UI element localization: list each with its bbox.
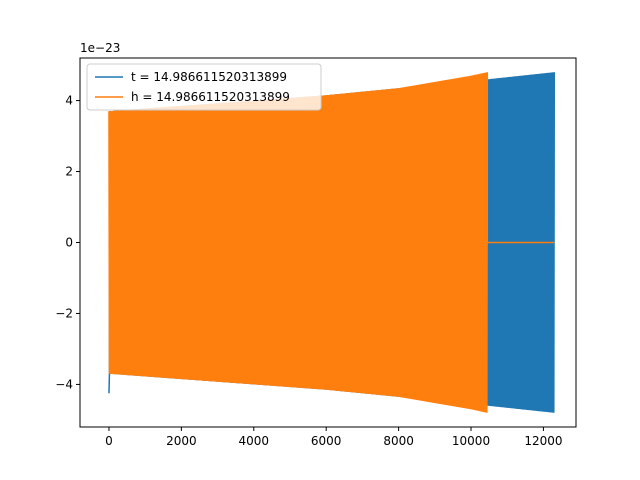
x-tick-label: 8000 (383, 434, 414, 448)
legend-box (86, 63, 322, 111)
legend-label: t = 14.986611520313899 (131, 70, 287, 84)
y-tick-label: −2 (55, 306, 73, 320)
x-tick-label: 6000 (311, 434, 342, 448)
y-tick-label: 0 (65, 236, 73, 250)
x-tick-label: 0 (105, 434, 113, 448)
y-offset-label: 1e−23 (80, 41, 120, 55)
series-line-h (108, 72, 555, 413)
x-axis-ticks: 0 2000 4000 6000 8000 10000 12000 (105, 427, 563, 448)
x-tick-label: 12000 (524, 434, 562, 448)
y-axis-ticks: −4 −2 0 2 4 (55, 94, 80, 391)
x-tick-label: 4000 (239, 434, 270, 448)
y-tick-label: 2 (65, 165, 73, 179)
legend-label: h = 14.986611520313899 (131, 90, 290, 104)
series-layer (108, 72, 556, 413)
x-tick-label: 2000 (166, 434, 197, 448)
y-tick-label: 4 (65, 94, 73, 108)
x-tick-label: 10000 (452, 434, 490, 448)
legend: t = 14.986611520313899 h = 14.98661152031… (86, 63, 322, 111)
y-tick-label: −4 (55, 377, 73, 391)
